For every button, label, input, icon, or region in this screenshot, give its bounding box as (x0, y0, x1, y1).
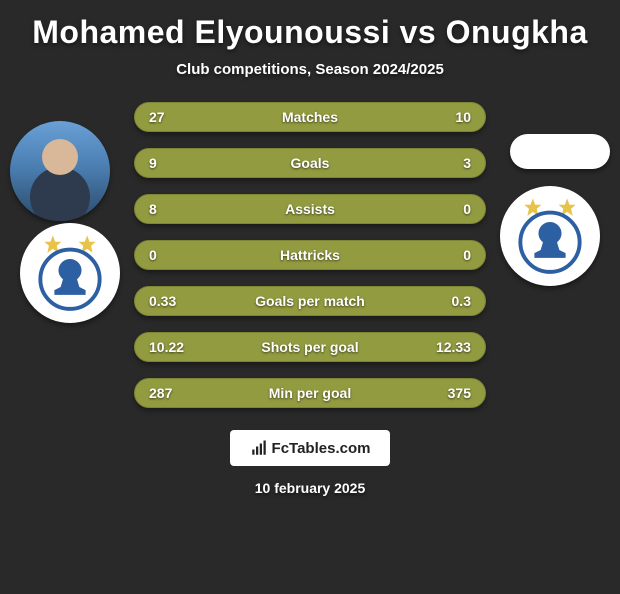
stat-left-value: 287 (149, 385, 189, 401)
stat-label: Goals per match (255, 293, 365, 309)
stat-left-value: 27 (149, 109, 189, 125)
stat-right-value: 3 (431, 155, 471, 171)
subtitle: Club competitions, Season 2024/2025 (0, 61, 620, 78)
stat-row: 27 Matches 10 (134, 102, 486, 132)
stat-right-value: 0.3 (431, 293, 471, 309)
club-badge-right (500, 186, 600, 286)
stat-right-value: 0 (431, 247, 471, 263)
stat-label: Shots per goal (261, 339, 358, 355)
stat-left-value: 0.33 (149, 293, 189, 309)
stat-row: 0 Hattricks 0 (134, 240, 486, 270)
stat-row: 10.22 Shots per goal 12.33 (134, 332, 486, 362)
stat-right-value: 375 (431, 385, 471, 401)
stat-row: 8 Assists 0 (134, 194, 486, 224)
stat-label: Matches (282, 109, 338, 125)
club-crest-icon (511, 197, 589, 275)
stat-row: 0.33 Goals per match 0.3 (134, 286, 486, 316)
stat-left-value: 10.22 (149, 339, 189, 355)
footer-brand[interactable]: FcTables.com (230, 430, 390, 466)
club-crest-icon (31, 234, 109, 312)
stat-right-value: 0 (431, 201, 471, 217)
player-right-avatar (510, 134, 610, 169)
stat-left-value: 9 (149, 155, 189, 171)
player-left-avatar (10, 121, 110, 221)
stat-label: Goals (291, 155, 330, 171)
stat-row: 287 Min per goal 375 (134, 378, 486, 408)
footer-brand-text: FcTables.com (272, 440, 371, 457)
page-title: Mohamed Elyounoussi vs Onugkha (0, 14, 620, 51)
stat-left-value: 8 (149, 201, 189, 217)
stat-label: Assists (285, 201, 335, 217)
footer-date: 10 february 2025 (0, 480, 620, 496)
stat-right-value: 10 (431, 109, 471, 125)
stats-table: 27 Matches 10 9 Goals 3 8 Assists 0 0 Ha… (134, 102, 486, 408)
stat-label: Min per goal (269, 385, 351, 401)
stat-left-value: 0 (149, 247, 189, 263)
stat-row: 9 Goals 3 (134, 148, 486, 178)
stat-right-value: 12.33 (431, 339, 471, 355)
club-badge-left (20, 223, 120, 323)
chart-bar-icon (250, 439, 268, 457)
stat-label: Hattricks (280, 247, 340, 263)
